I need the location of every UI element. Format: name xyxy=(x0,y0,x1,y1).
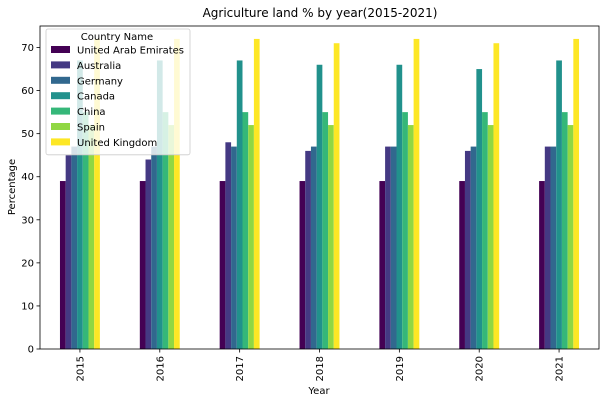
legend: Country Name United Arab Emirates Austral… xyxy=(45,28,191,156)
x-tick-label: 2020 xyxy=(475,356,486,381)
bar xyxy=(310,146,317,349)
bar xyxy=(470,146,477,349)
bar xyxy=(305,150,311,349)
bar xyxy=(413,38,420,350)
x-tick-label: 2016 xyxy=(155,356,166,381)
bar xyxy=(94,38,100,350)
legend-swatch xyxy=(51,92,70,100)
x-tick-label: 2019 xyxy=(395,356,406,381)
bar xyxy=(396,64,403,349)
y-axis: 0 10 20 30 40 50 60 70 xyxy=(21,43,40,356)
legend-swatch xyxy=(51,123,70,130)
bar xyxy=(379,181,386,349)
x-tick-label: 2015 xyxy=(75,356,86,381)
legend-swatch xyxy=(51,46,70,53)
legend-swatch xyxy=(51,61,70,69)
bar xyxy=(402,112,408,349)
x-tick-label: 2017 xyxy=(235,356,246,381)
bar xyxy=(493,43,500,350)
y-tick-label: 10 xyxy=(21,301,34,312)
legend-entry: Canada xyxy=(77,92,115,103)
bar xyxy=(459,181,465,349)
bar xyxy=(225,142,232,349)
bar xyxy=(162,112,169,349)
bar xyxy=(322,112,329,349)
y-tick-label: 30 xyxy=(21,215,34,226)
bar xyxy=(464,150,471,349)
bar xyxy=(482,112,488,349)
bar xyxy=(139,181,146,349)
bar xyxy=(567,125,574,349)
bar xyxy=(385,146,391,349)
bar xyxy=(77,60,83,349)
y-tick-label: 20 xyxy=(21,258,34,269)
bars-layer xyxy=(59,38,580,350)
bar xyxy=(539,181,545,349)
x-axis: 2015 2016 2017 2018 2019 2020 2021 xyxy=(75,349,566,381)
bar xyxy=(544,146,551,349)
bar xyxy=(328,125,334,349)
bar xyxy=(390,146,397,349)
bar xyxy=(231,146,237,349)
legend-entry: China xyxy=(77,107,106,118)
bar xyxy=(316,64,323,349)
bar xyxy=(82,112,89,349)
bar xyxy=(236,60,243,349)
bar xyxy=(253,38,260,350)
bar xyxy=(174,38,180,350)
bar xyxy=(145,159,152,349)
bar xyxy=(407,125,414,349)
y-tick-label: 50 xyxy=(21,129,34,140)
y-tick-label: 70 xyxy=(21,43,34,54)
legend-swatch xyxy=(51,107,70,115)
bar xyxy=(71,146,78,349)
bar xyxy=(573,38,580,350)
bar xyxy=(248,125,254,349)
bar xyxy=(299,181,306,349)
legend-entry: Australia xyxy=(77,61,121,72)
bar xyxy=(556,60,562,349)
bar xyxy=(168,125,175,349)
bar xyxy=(88,125,95,349)
bar xyxy=(65,155,72,349)
bar xyxy=(561,112,568,349)
bar xyxy=(333,43,340,350)
legend-entry: Spain xyxy=(77,123,105,134)
bar xyxy=(59,181,66,349)
bar xyxy=(476,69,483,350)
legend-entry: United Arab Emirates xyxy=(77,46,184,57)
x-tick-label: 2018 xyxy=(315,356,326,381)
legend-entry: United Kingdom xyxy=(77,138,157,149)
chart-title: Agriculture land % by year(2015-2021) xyxy=(203,6,438,20)
legend-entry: Germany xyxy=(77,76,123,87)
y-tick-label: 0 xyxy=(28,345,34,356)
y-tick-label: 40 xyxy=(21,172,34,183)
x-axis-label: Year xyxy=(307,386,330,397)
y-tick-label: 60 xyxy=(21,86,34,97)
bar xyxy=(550,146,557,349)
legend-box xyxy=(45,28,191,156)
bar xyxy=(156,60,163,349)
legend-swatch xyxy=(51,76,70,84)
bar xyxy=(487,125,494,349)
bar xyxy=(242,112,249,349)
x-tick-label: 2021 xyxy=(555,356,566,381)
bar xyxy=(151,146,157,349)
legend-swatch xyxy=(51,138,70,146)
y-axis-label: Percentage xyxy=(7,159,18,215)
plot-frame xyxy=(39,25,600,350)
bar xyxy=(219,181,226,349)
legend-title: Country Name xyxy=(81,32,153,43)
